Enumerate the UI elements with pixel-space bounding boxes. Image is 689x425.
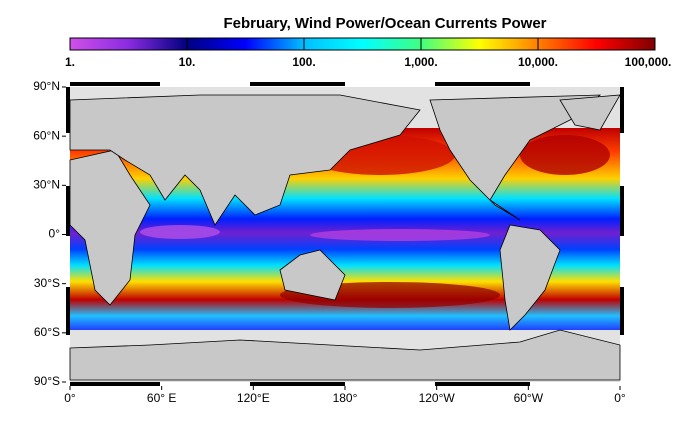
lat-tick-label: 60°N	[33, 128, 60, 142]
lat-tick-label: 60°S	[34, 325, 60, 339]
lon-tick-label: 0°	[614, 391, 626, 405]
lon-tick-label: 180°	[333, 391, 358, 405]
land	[69, 329, 621, 381]
land	[559, 94, 621, 131]
lon-tick-label: 60°W	[514, 391, 544, 405]
colorbar-tick-label: 1.	[65, 55, 75, 69]
title: February, Wind Power/Ocean Currents Powe…	[224, 15, 547, 32]
colorbar-tick-label: 1,000.	[404, 55, 437, 69]
field-blob	[140, 225, 220, 239]
frame-bars	[66, 82, 624, 386]
lon-tick-label: 120°E	[237, 391, 270, 405]
lat-tick-label: 30°N	[33, 178, 60, 192]
field-blob	[520, 135, 610, 175]
land	[69, 149, 151, 306]
colorbar-tick-label: 100.	[292, 55, 315, 69]
colorbar-tick-label: 10.	[179, 55, 196, 69]
lat-tick-label: 0°	[49, 227, 61, 241]
lon-tick-label: 0°	[64, 391, 76, 405]
land	[499, 224, 561, 331]
lat-tick-label: 30°S	[34, 276, 60, 290]
lon-tick-label: 120°W	[419, 391, 456, 405]
land	[279, 249, 346, 301]
colorbar	[69, 37, 656, 51]
field-blob	[310, 229, 490, 241]
colorbar-tick-label: 10,000.	[518, 55, 558, 69]
land	[69, 94, 421, 226]
lat-tick-label: 90°N	[33, 79, 60, 93]
map	[66, 82, 624, 386]
colorbar-tick-label: 100,000.	[625, 55, 672, 69]
lat-tick-label: 90°S	[34, 374, 60, 388]
lon-tick-label: 60° E	[147, 391, 176, 405]
